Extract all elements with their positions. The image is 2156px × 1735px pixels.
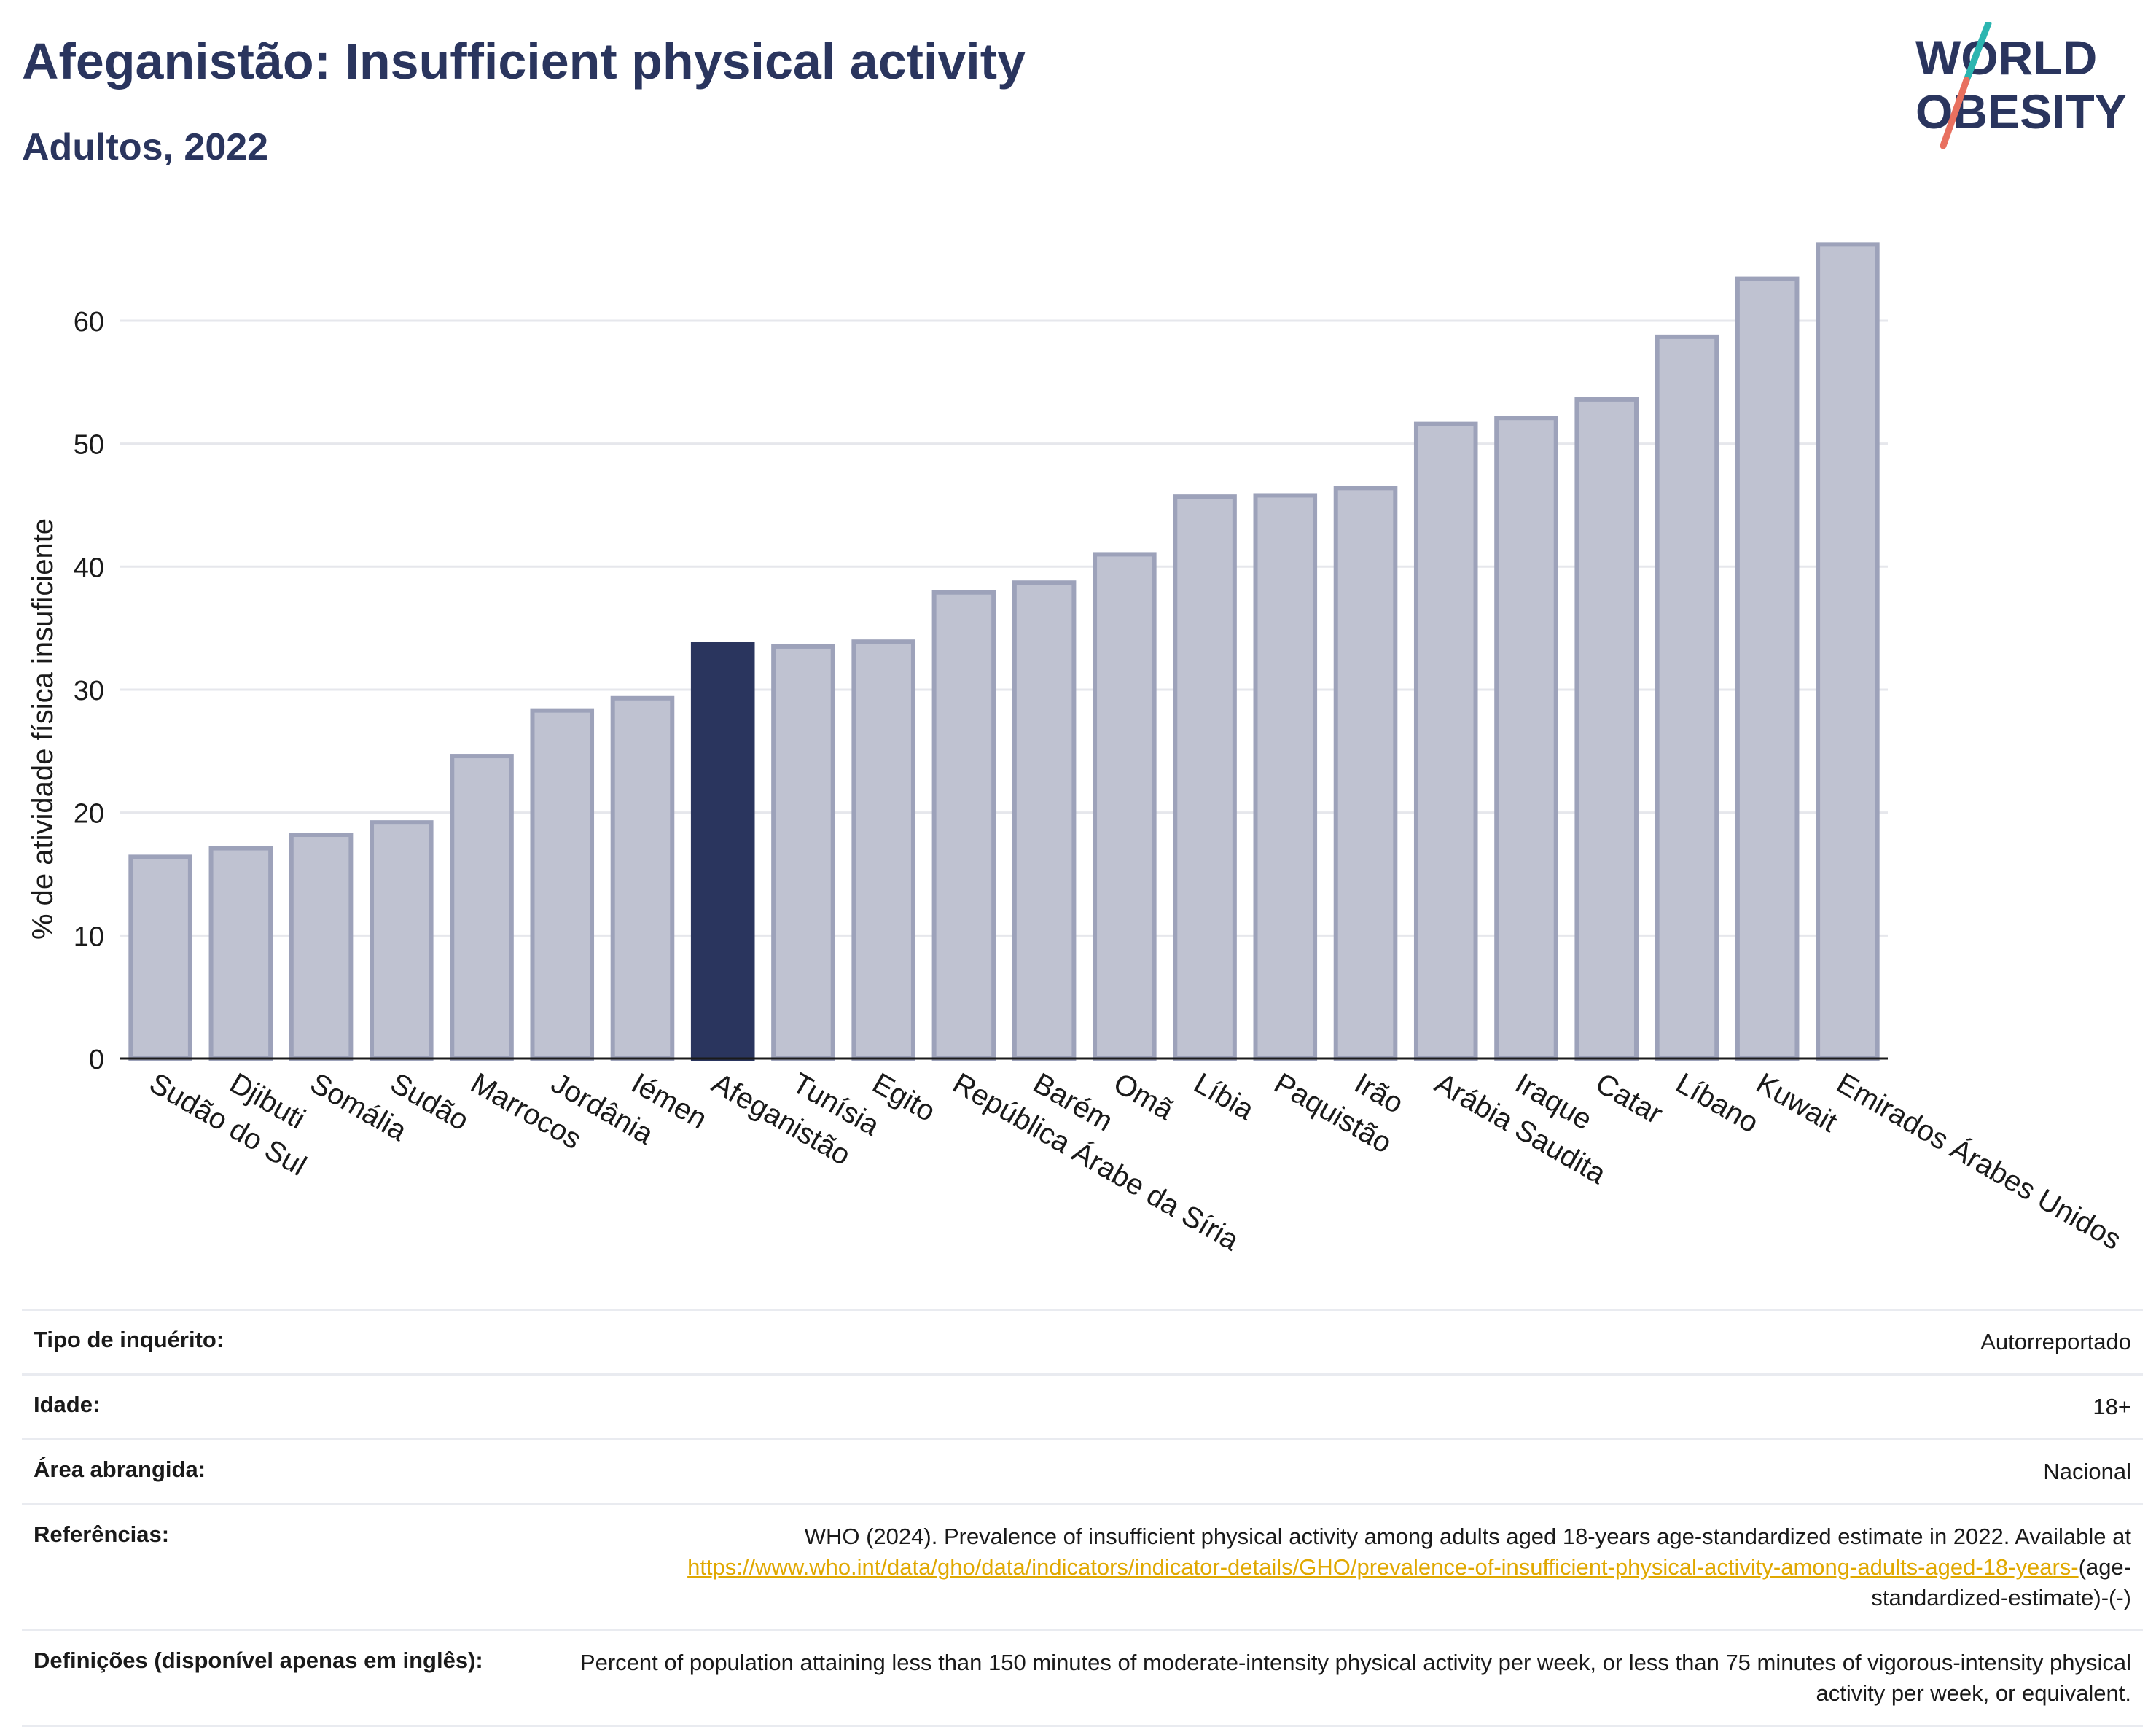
bar-marrocos[interactable] — [450, 754, 514, 1061]
y-tick-label: 10 — [74, 921, 104, 952]
bar-som-lia[interactable] — [289, 833, 354, 1061]
y-tick-label: 20 — [74, 799, 104, 830]
references-text: WHO (2024). Prevalence of insufficient p… — [804, 1524, 2131, 1549]
references-row: Referências: WHO (2024). Prevalence of i… — [22, 1503, 2143, 1629]
bar-rep-blica-rabe-da-s-ria[interactable] — [931, 590, 996, 1061]
bar-paquist-o[interactable] — [1253, 493, 1318, 1061]
survey-type-label: Tipo de inquérito: — [34, 1327, 224, 1352]
bar-emirados-rabes-unidos[interactable] — [1816, 242, 1880, 1061]
x-tick-label: Catar — [1590, 1067, 1668, 1131]
survey-type-row: Tipo de inquérito: Autorreportado — [22, 1309, 2143, 1373]
y-tick-label: 40 — [74, 553, 104, 583]
bar-tun-sia[interactable] — [771, 644, 835, 1061]
bar-sud-o[interactable] — [370, 820, 434, 1061]
bar-iraque[interactable] — [1494, 416, 1558, 1061]
bar-kuwait[interactable] — [1735, 276, 1800, 1061]
x-tick-label: Kuwait — [1751, 1067, 1843, 1139]
area-label: Área abrangida: — [34, 1457, 206, 1482]
area-row: Área abrangida: Nacional — [22, 1438, 2143, 1503]
definitions-row: Definições (disponível apenas em inglês)… — [22, 1629, 2143, 1727]
logo-slash-teal — [1963, 22, 1992, 84]
bar-bar-m[interactable] — [1012, 580, 1077, 1061]
logo-text-world: WORLD — [1915, 31, 2097, 85]
y-tick-label: 60 — [74, 307, 104, 338]
age-value: 18+ — [2093, 1394, 2131, 1419]
area-value: Nacional — [2043, 1459, 2131, 1484]
y-axis-label: % de atividade física insuficiente — [27, 518, 59, 940]
age-row: Idade: 18+ — [22, 1373, 2143, 1438]
y-tick-label: 30 — [74, 676, 104, 706]
bar-i-men[interactable] — [610, 695, 675, 1061]
chart-title: Afeganistão: Insufficient physical activ… — [22, 33, 1026, 90]
logo-slash-coral — [1940, 77, 1970, 149]
definitions-value: Percent of population attaining less tha… — [579, 1650, 2131, 1706]
bar-om-[interactable] — [1093, 552, 1157, 1061]
bar-catar[interactable] — [1574, 397, 1639, 1061]
bar-djibuti[interactable] — [208, 846, 273, 1061]
references-link[interactable]: https://www.who.int/data/gho/data/indica… — [687, 1554, 2079, 1580]
y-tick-label: 50 — [74, 430, 104, 461]
world-obesity-logo: WORLD OBESITY — [1915, 22, 2127, 149]
references-suffix: (age-standardized-estimate)-(-) — [1871, 1554, 2131, 1610]
bar-egito[interactable] — [851, 639, 915, 1061]
survey-type-value: Autorreportado — [1980, 1329, 2131, 1354]
x-tick-label: Líbano — [1671, 1067, 1764, 1139]
metadata-table: Tipo de inquérito: Autorreportado Idade:… — [22, 1309, 2143, 1727]
definitions-label: Definições (disponível apenas em inglês)… — [34, 1648, 483, 1673]
bar-ir-o[interactable] — [1333, 486, 1398, 1061]
bar-sud-o-do-sul[interactable] — [128, 854, 192, 1061]
references-label: Referências: — [34, 1521, 170, 1547]
bar-ar-bia-saudita[interactable] — [1413, 421, 1478, 1061]
chart-subtitle: Adultos, 2022 — [22, 126, 269, 168]
bar-l-bano[interactable] — [1655, 334, 1719, 1061]
x-tick-label: Emirados Árabes Unidos — [1831, 1067, 2127, 1256]
x-tick-label: Líbia — [1189, 1067, 1260, 1127]
references-value: WHO (2024). Prevalence of insufficient p… — [557, 1521, 2131, 1613]
x-tick-label: Omã — [1108, 1067, 1179, 1127]
y-tick-label: 0 — [89, 1045, 104, 1075]
bar-afeganist-o[interactable] — [690, 642, 755, 1061]
bar-jord-nia[interactable] — [530, 708, 595, 1061]
bar-l-bia[interactable] — [1173, 494, 1237, 1061]
age-label: Idade: — [34, 1392, 101, 1417]
